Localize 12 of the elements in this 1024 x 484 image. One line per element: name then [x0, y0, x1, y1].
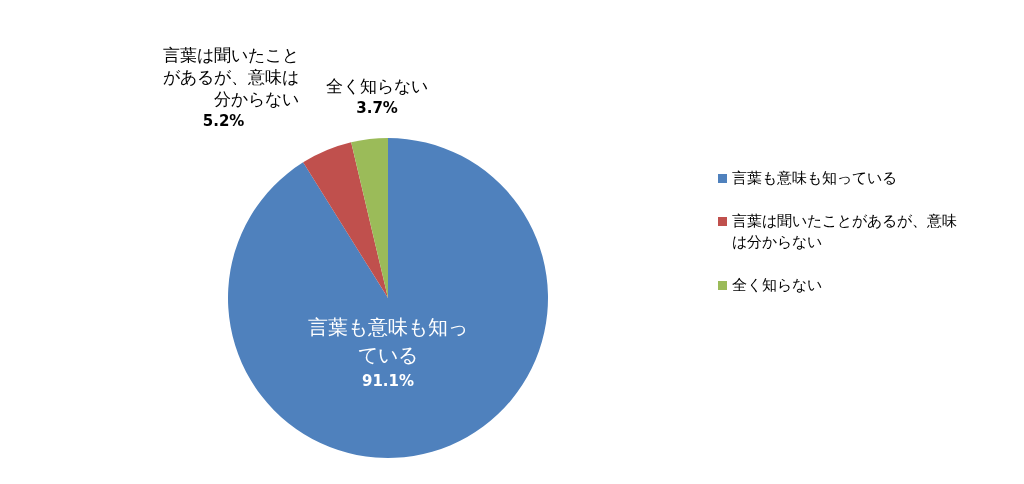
data-label: 5.2%	[201, 110, 246, 132]
slice-label: 言葉も意味も知っている	[307, 314, 469, 369]
data-label: 3.7%	[355, 98, 399, 120]
legend-label: 言葉も意味も知っている	[732, 168, 897, 189]
pie-slice	[228, 138, 548, 458]
pie-slice	[351, 138, 388, 298]
legend-label: 全く知らない	[732, 275, 822, 296]
slice-label: 全く知らない	[325, 75, 430, 98]
slice-label: 言葉は聞いたことがあるが、意味は分からない	[161, 43, 299, 110]
data-label: 91.1%	[360, 371, 415, 392]
legend-label: 言葉は聞いたことがあるが、意味は分からない	[732, 211, 958, 253]
pie-slice	[303, 142, 388, 298]
